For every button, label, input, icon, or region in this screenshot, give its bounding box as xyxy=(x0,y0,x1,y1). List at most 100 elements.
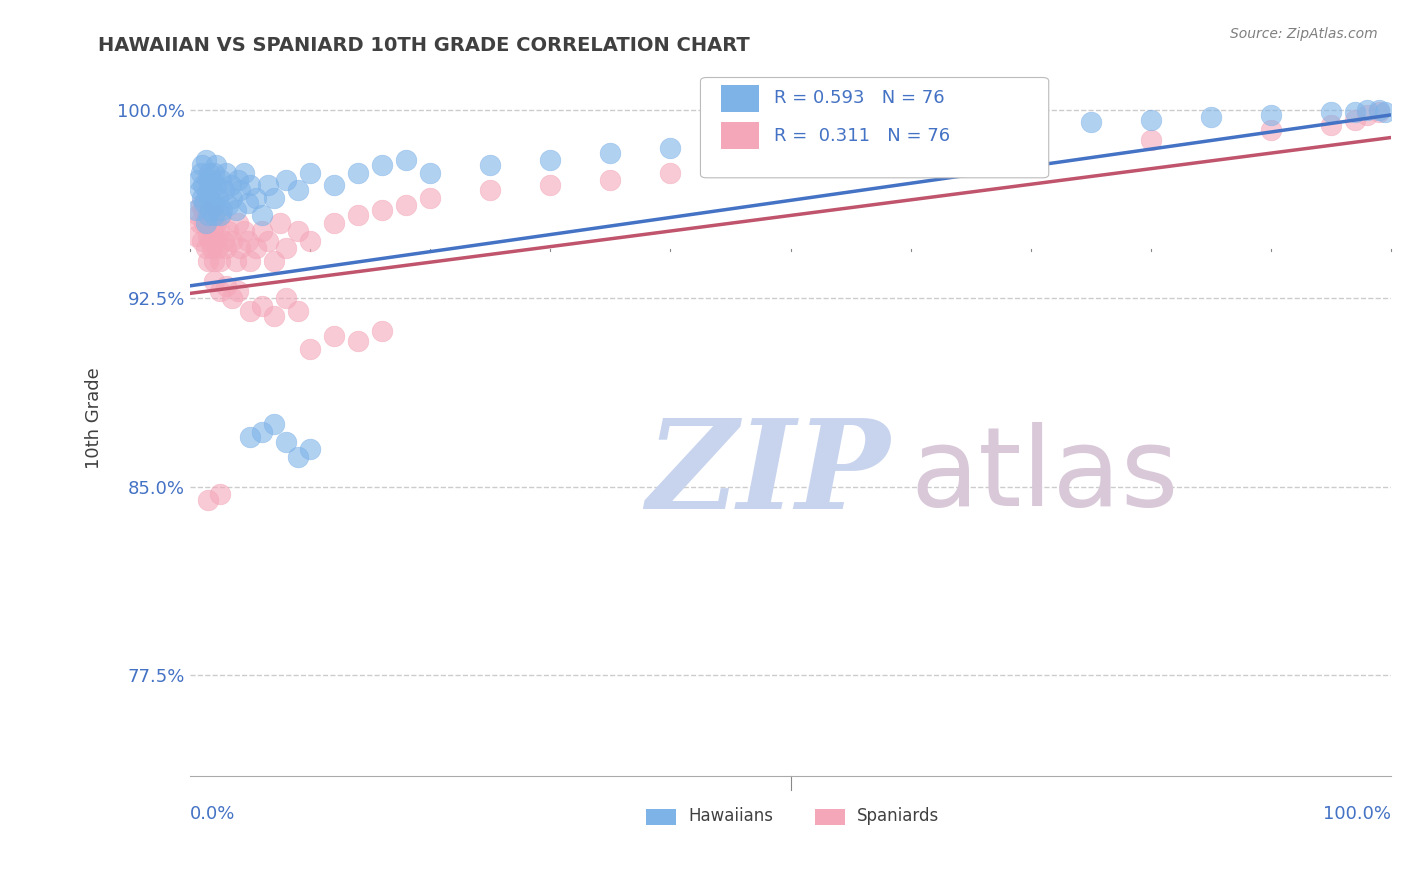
Point xyxy=(198,216,221,230)
Point xyxy=(200,203,222,218)
Point xyxy=(226,173,249,187)
Point xyxy=(599,173,621,187)
Point xyxy=(347,209,370,223)
Point xyxy=(219,178,242,193)
Point xyxy=(215,278,238,293)
Point xyxy=(371,158,394,172)
Text: R =  0.311   N = 76: R = 0.311 N = 76 xyxy=(773,127,950,145)
Point xyxy=(1139,133,1161,147)
Point xyxy=(198,166,221,180)
Point xyxy=(395,153,418,168)
Point xyxy=(209,487,232,501)
Point xyxy=(197,209,219,223)
Point xyxy=(226,216,249,230)
Point xyxy=(1080,115,1102,129)
Point xyxy=(347,334,370,348)
Point xyxy=(239,430,262,444)
Point xyxy=(299,234,322,248)
Point xyxy=(188,183,211,197)
Point xyxy=(201,241,224,255)
Point xyxy=(250,223,273,237)
Bar xyxy=(814,809,845,825)
Point xyxy=(221,191,243,205)
Point xyxy=(236,234,259,248)
Point xyxy=(209,173,232,187)
Point xyxy=(323,329,346,343)
Point xyxy=(263,191,285,205)
Point xyxy=(207,241,229,255)
Point xyxy=(218,198,240,212)
Point xyxy=(299,442,322,457)
Point xyxy=(1019,118,1042,132)
Text: Source: ZipAtlas.com: Source: ZipAtlas.com xyxy=(1230,27,1378,41)
Text: 100.0%: 100.0% xyxy=(1323,805,1391,823)
Point xyxy=(212,183,235,197)
Point xyxy=(323,216,346,230)
Point xyxy=(257,234,280,248)
Text: Hawaiians: Hawaiians xyxy=(689,807,773,825)
Point xyxy=(194,241,217,255)
Point xyxy=(229,241,252,255)
Point xyxy=(287,304,309,318)
Point xyxy=(659,140,682,154)
Bar xyxy=(647,809,676,825)
Point xyxy=(538,153,561,168)
Point xyxy=(371,324,394,338)
Point xyxy=(1139,112,1161,127)
Point xyxy=(1344,112,1367,127)
Point xyxy=(239,178,262,193)
Text: ZIP: ZIP xyxy=(647,415,890,536)
Point xyxy=(779,133,801,147)
Point xyxy=(208,223,231,237)
Point xyxy=(299,166,322,180)
Point xyxy=(1260,123,1282,137)
Point xyxy=(225,203,247,218)
Point xyxy=(184,203,207,218)
Point xyxy=(194,153,217,168)
Point xyxy=(900,123,922,137)
Point xyxy=(215,166,238,180)
Point xyxy=(205,216,228,230)
Point xyxy=(184,228,207,243)
Point xyxy=(209,284,232,298)
Point xyxy=(218,223,240,237)
Point xyxy=(188,216,211,230)
Point xyxy=(201,183,224,197)
Point xyxy=(1355,108,1378,122)
Point xyxy=(201,195,224,210)
Point xyxy=(190,198,212,212)
Point xyxy=(1260,108,1282,122)
Text: HAWAIIAN VS SPANIARD 10TH GRADE CORRELATION CHART: HAWAIIAN VS SPANIARD 10TH GRADE CORRELAT… xyxy=(98,36,751,54)
Point xyxy=(204,234,226,248)
Point xyxy=(276,292,298,306)
Point xyxy=(839,128,862,142)
Point xyxy=(233,223,256,237)
Point xyxy=(659,166,682,180)
Point xyxy=(207,191,229,205)
Point xyxy=(1320,118,1343,132)
Text: Spaniards: Spaniards xyxy=(856,807,939,825)
Point xyxy=(257,178,280,193)
Point xyxy=(1344,105,1367,120)
Point xyxy=(221,292,243,306)
Text: R = 0.593   N = 76: R = 0.593 N = 76 xyxy=(773,89,945,107)
Text: atlas: atlas xyxy=(911,422,1180,529)
Point xyxy=(191,191,214,205)
Point xyxy=(205,158,228,172)
Point xyxy=(395,198,418,212)
Point xyxy=(323,178,346,193)
Point xyxy=(1368,103,1391,117)
Point xyxy=(1374,105,1396,120)
Point xyxy=(197,173,219,187)
Point xyxy=(479,158,502,172)
Point xyxy=(1199,111,1222,125)
Point xyxy=(202,274,225,288)
Point xyxy=(245,241,267,255)
Point xyxy=(599,145,621,160)
Point xyxy=(371,203,394,218)
Point xyxy=(419,191,441,205)
Point xyxy=(250,299,273,313)
Point xyxy=(187,173,209,187)
Point xyxy=(287,450,309,464)
Point xyxy=(479,183,502,197)
